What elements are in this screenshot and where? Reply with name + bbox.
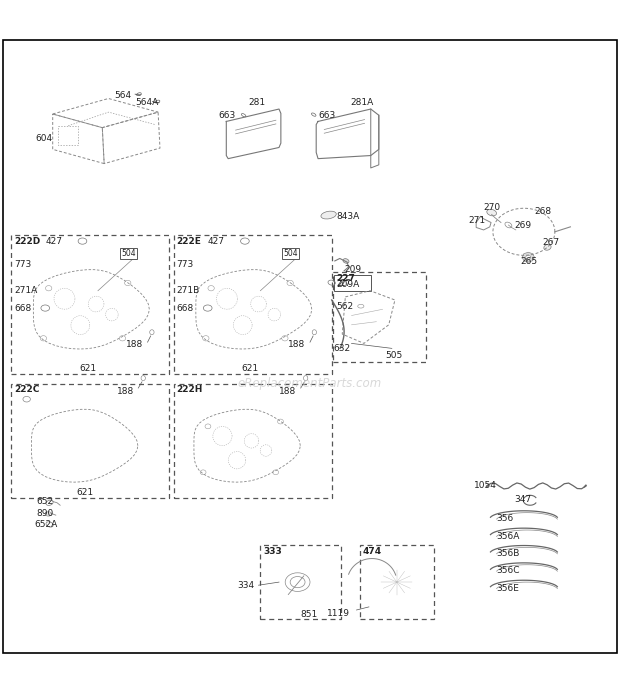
Text: 227: 227 [336,274,355,283]
Text: 564A: 564A [135,98,159,107]
Text: 271B: 271B [177,286,200,295]
Ellipse shape [487,209,497,216]
Text: 668: 668 [177,304,194,313]
Text: 773: 773 [177,260,194,269]
Bar [11,235,169,374]
Text: 267: 267 [542,238,560,247]
Text: 427: 427 [45,236,62,245]
Text: 843A: 843A [337,213,360,222]
Text: 663: 663 [218,111,236,120]
Bar [260,545,341,620]
Text: 188: 188 [126,340,143,349]
Text: 281A: 281A [350,98,373,107]
Text: 188: 188 [279,387,296,396]
Text: eReplacementParts.com: eReplacementParts.com [238,377,382,390]
Text: 505: 505 [386,351,403,360]
Text: 334: 334 [237,581,254,590]
Text: 621: 621 [242,364,259,373]
Text: 222D: 222D [14,236,40,245]
Text: 265: 265 [521,257,538,266]
Ellipse shape [321,211,336,219]
Text: 209: 209 [345,265,362,274]
Text: 188: 188 [288,340,306,349]
Polygon shape [522,252,534,262]
Bar [174,235,332,374]
Text: 890: 890 [36,509,53,518]
Text: 564: 564 [115,91,132,100]
Text: 356B: 356B [496,549,520,558]
Text: 271: 271 [469,216,486,225]
Text: 604: 604 [35,134,53,143]
Text: 209A: 209A [337,280,360,289]
Text: 347: 347 [515,495,532,504]
Text: 621: 621 [79,364,97,373]
Text: 222E: 222E [177,236,202,245]
Text: 269: 269 [515,221,532,230]
Text: 356C: 356C [496,566,520,575]
Text: 851: 851 [301,610,318,619]
Ellipse shape [343,258,349,263]
Text: 222H: 222H [177,385,203,394]
Text: 562: 562 [336,301,353,310]
Text: 504: 504 [121,249,136,258]
Text: 188: 188 [117,387,134,396]
Text: 271A: 271A [14,286,37,295]
Text: 1119: 1119 [327,608,350,617]
Text: 356A: 356A [496,532,520,541]
Text: 281: 281 [248,98,265,107]
Text: 663: 663 [318,111,335,120]
Text: 268: 268 [534,207,552,216]
Bar [333,272,426,362]
Text: 333: 333 [264,547,282,556]
Text: 356: 356 [496,514,513,523]
Text: 227: 227 [336,279,350,288]
Text: 1054: 1054 [474,482,497,491]
Text: 773: 773 [14,260,32,269]
Ellipse shape [544,245,551,250]
Text: 222C: 222C [14,385,40,394]
Text: 621: 621 [76,488,94,497]
Ellipse shape [526,255,531,259]
Text: 652: 652 [36,497,53,506]
Text: 356E: 356E [496,584,519,593]
Bar [360,545,434,620]
Text: 504: 504 [283,249,298,258]
Bar [334,275,371,290]
Text: 652A: 652A [34,520,57,529]
Text: 632: 632 [334,344,351,353]
Text: 474: 474 [363,547,382,556]
Bar [11,384,169,498]
Bar [174,384,332,498]
Text: 270: 270 [483,202,500,211]
Text: 668: 668 [14,304,32,313]
Text: 427: 427 [208,236,224,245]
